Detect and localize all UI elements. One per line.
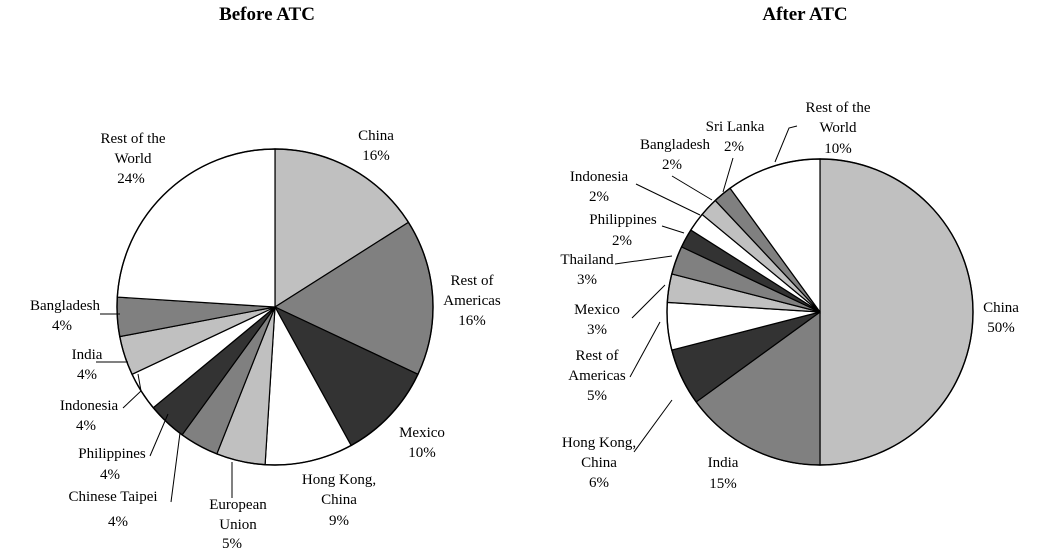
leader-line-bangladesh (671, 175, 713, 201)
slice-label-philippines: Philippines (589, 212, 657, 228)
slice-percent-mexico: 3% (587, 322, 607, 338)
slice-percent-indonesia: 4% (76, 418, 96, 434)
slice-percent-china: 50% (987, 320, 1015, 336)
slice-label-indonesia: Indonesia (60, 398, 119, 414)
leader-line-mexico (631, 284, 666, 319)
leader-line-sri-lanka (722, 157, 734, 193)
leader-line-philippines (661, 225, 685, 234)
slice-label-indonesia: Indonesia (570, 169, 629, 185)
slice-percent-rest-of-americas: 16% (458, 313, 486, 329)
slice-label-european-union: European Union (209, 497, 267, 533)
slice-label-bangladesh: Bangladesh (640, 137, 710, 153)
leader-line-rest-of-the-world (774, 125, 798, 163)
slice-percent-rest-of-the-world: 24% (117, 171, 145, 187)
slice-label-rest-of-the-world: Rest of the World (806, 100, 871, 136)
chart-title-before: Before ATC (219, 4, 315, 25)
slice-label-philippines: Philippines (78, 446, 146, 462)
slice-label-rest-of-americas: Rest of Americas (568, 348, 626, 384)
pie-outline (666, 158, 974, 466)
leader-line-thailand (614, 255, 673, 265)
leader-line-chinese-taipei (170, 432, 181, 503)
slice-percent-european-union: 5% (222, 536, 242, 552)
slice-label-mexico: Mexico (574, 302, 620, 318)
slice-percent-chinese-taipei: 4% (108, 514, 128, 530)
pie-outline (116, 148, 434, 466)
slice-percent-india: 15% (709, 476, 737, 492)
slice-label-china: China (983, 300, 1019, 316)
slice-label-rest-of-americas: Rest of Americas (443, 273, 501, 309)
slice-percent-thailand: 3% (577, 272, 597, 288)
slice-label-thailand: Thailand (560, 252, 614, 268)
slice-percent-philippines: 4% (100, 467, 120, 483)
slice-percent-indonesia: 2% (589, 189, 609, 205)
slice-percent-philippines: 2% (612, 233, 632, 249)
leader-line-philippines (149, 413, 169, 457)
slice-percent-mexico: 10% (408, 445, 436, 461)
pie-after-atc: China 50% India 15% Hong Kong, China 6% Rest of… (560, 100, 1019, 492)
slice-percent-bangladesh: 2% (662, 157, 682, 173)
leader-line-rest-of-americas (629, 321, 661, 378)
leader-line-hong-kong-china (633, 399, 673, 453)
slice-label-mexico: Mexico (399, 425, 445, 441)
slice-percent-sri-lanka: 2% (724, 139, 744, 155)
leader-line-indonesia (635, 183, 701, 216)
slice-label-chinese-taipei: Chinese Taipei (68, 489, 157, 505)
slice-label-rest-of-the-world: Rest of the World (101, 131, 166, 167)
pie-before-atc: China 16% Rest of Americas 16% Mexico 10% Hong … (30, 128, 501, 552)
slice-percent-india: 4% (77, 367, 97, 383)
slice-percent-hong-kong-china: 6% (589, 475, 609, 491)
leader-line-indonesia (122, 373, 142, 409)
slice-percent-hong-kong-china: 9% (329, 513, 349, 529)
slice-label-china: China (358, 128, 394, 144)
slice-label-bangladesh: Bangladesh (30, 298, 100, 314)
slice-percent-china: 16% (362, 148, 390, 164)
chart-title-after: After ATC (762, 4, 848, 25)
slice-percent-bangladesh: 4% (52, 318, 72, 334)
slice-percent-rest-of-the-world: 10% (824, 141, 852, 157)
slice-percent-rest-of-americas: 5% (587, 388, 607, 404)
slice-label-india: India (72, 347, 103, 363)
slice-label-india: India (708, 455, 739, 471)
slice-label-sri-lanka: Sri Lanka (706, 119, 765, 135)
slice-label-hong-kong-china: Hong Kong, China (562, 435, 636, 471)
slice-label-hong-kong-china: Hong Kong, China (302, 472, 376, 508)
pie-slice-china (819, 158, 974, 466)
